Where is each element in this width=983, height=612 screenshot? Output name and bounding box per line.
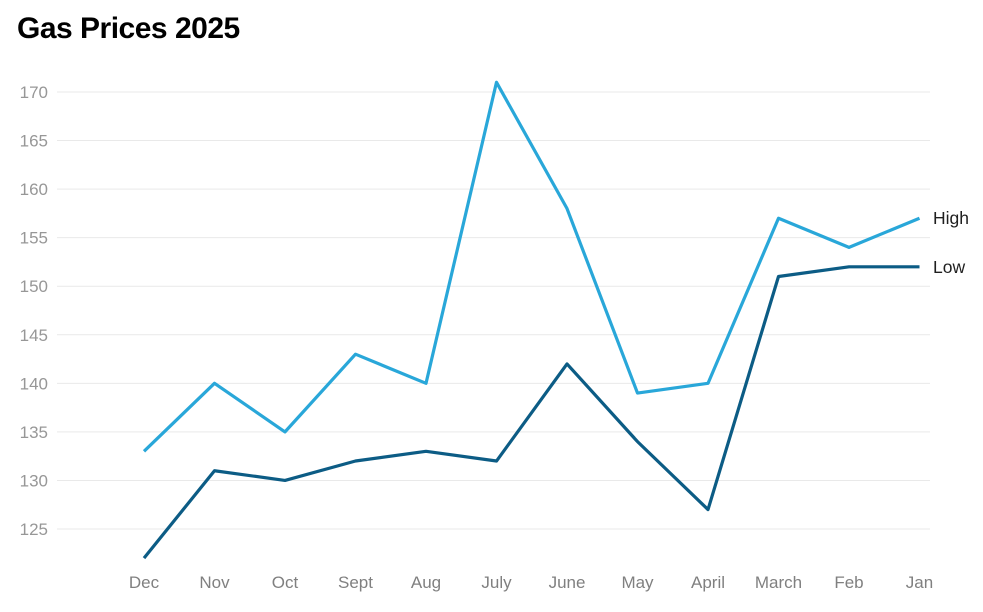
legend-label-low: Low [933,257,965,277]
y-tick-label-145: 145 [20,326,48,345]
x-tick-label-march: March [755,573,802,592]
y-tick-label-140: 140 [20,374,48,393]
x-tick-label-sept: Sept [338,573,373,592]
x-tick-label-feb: Feb [834,573,863,592]
y-tick-label-165: 165 [20,132,48,151]
y-tick-label-130: 130 [20,471,48,490]
y-tick-label-125: 125 [20,520,48,539]
x-tick-label-april: April [691,573,725,592]
x-tick-label-dec: Dec [129,573,160,592]
y-tick-label-160: 160 [20,180,48,199]
x-tick-label-jan: Jan [906,573,933,592]
y-tick-label-170: 170 [20,83,48,102]
x-tick-label-june: June [549,573,586,592]
x-tick-label-may: May [621,573,654,592]
chart-title: Gas Prices 2025 [17,12,240,45]
y-tick-label-155: 155 [20,229,48,248]
y-tick-label-150: 150 [20,277,48,296]
y-tick-label-135: 135 [20,423,48,442]
x-tick-label-july: July [481,573,512,592]
series-line-high [142,80,921,453]
x-tick-label-nov: Nov [199,573,230,592]
legend-label-high: High [933,208,969,228]
x-tick-label-oct: Oct [272,573,299,592]
x-tick-label-aug: Aug [411,573,441,592]
series-line-low [142,265,920,560]
